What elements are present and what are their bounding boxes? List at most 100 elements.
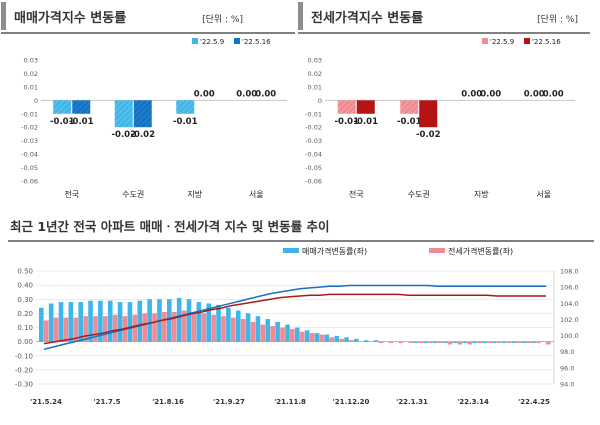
category-label: 전국 (64, 189, 79, 199)
category-label: 수도권 (408, 189, 430, 199)
y-left-tick-label: 0.00 (17, 338, 33, 346)
y-tick-label: -0.04 (305, 151, 322, 159)
y-left-tick-label: 0.40 (17, 282, 33, 290)
trend-bar (521, 341, 527, 344)
trend-bar (516, 341, 522, 344)
bar (419, 100, 438, 128)
trend-bar (137, 300, 143, 342)
trend-bar (496, 341, 502, 344)
trend-bar (152, 313, 157, 342)
trend-bar (536, 341, 541, 344)
trend-bar (491, 341, 497, 344)
trend-bar (107, 300, 113, 342)
trend-bar (142, 313, 148, 342)
y-left-tick-label: -0.30 (15, 381, 33, 389)
trend-bar (511, 341, 517, 344)
trend-bar (299, 331, 305, 342)
y-tick-label: -0.02 (21, 124, 38, 132)
y-tick-label: -0.05 (21, 164, 38, 172)
y-tick-label: -0.01 (21, 110, 38, 118)
category-label: 수도권 (122, 189, 144, 199)
trend-bar (226, 307, 231, 342)
jeonse-panel-unit: [단위 : %] (537, 14, 578, 25)
bar (176, 100, 195, 114)
trend-bar (418, 341, 423, 344)
x-tick-label: '22.3.14 (457, 398, 489, 406)
x-tick-label: '22.1.31 (396, 398, 428, 406)
trend-bar (427, 341, 433, 344)
bar-data-label: -0.01 (173, 117, 198, 127)
trend-combo-chart: 0.50 0.40 0.30 0.20 0.10 0.00 -0.10 -0.20 -0.30 1… (15, 246, 579, 406)
y-right-tick-label: 98.0 (560, 348, 574, 356)
bar-data-label: -0.02 (416, 130, 441, 140)
jeonse-panel-title: 전세가격지수 변동률 (311, 10, 423, 26)
bar-data-label: -0.01 (335, 117, 360, 127)
trend-bar (314, 333, 320, 342)
trend-bar (319, 334, 325, 342)
trend-bar (506, 341, 512, 344)
x-tick-label: '21.11.8 (274, 398, 306, 406)
legend-label: '22.5.16 (532, 38, 561, 46)
bar (337, 100, 356, 114)
y-tick-label: 0.03 (24, 57, 38, 65)
bar (356, 100, 375, 114)
bar-data-label: 0.00 (524, 89, 545, 99)
y-right-tick-label: 104.0 (560, 300, 579, 308)
y-right-tick-label: 94.0 (560, 381, 574, 389)
trend-bar (206, 303, 212, 342)
y-tick-label: -0.06 (305, 178, 322, 186)
trend-bar (196, 302, 202, 342)
legend-swatch (234, 38, 240, 44)
trend-bar (48, 303, 54, 342)
category-label: 전국 (349, 189, 364, 199)
legend-swatch (482, 38, 488, 44)
x-tick-label: '21.9.27 (213, 398, 245, 406)
trend-bar (216, 304, 221, 342)
y-tick-label: -0.03 (305, 137, 322, 145)
bar-data-label: 0.00 (461, 89, 482, 99)
x-tick-label: '21.8.16 (152, 398, 184, 406)
trend-bar (363, 340, 369, 342)
trend-bar (221, 316, 226, 342)
trend-bar (339, 338, 344, 342)
y-tick-label: 0.03 (308, 57, 322, 65)
y-right-tick-label: 108.0 (560, 268, 579, 276)
trend-bar (413, 341, 418, 344)
category-label: 지방 (187, 189, 202, 199)
bar-data-label: 0.00 (543, 89, 564, 99)
trend-bar (132, 314, 138, 342)
trend-bar (43, 320, 49, 342)
trend-bar (176, 297, 182, 342)
y-tick-label: -0.05 (305, 164, 322, 172)
trend-bar (98, 300, 103, 342)
trend-bar (235, 310, 241, 342)
trend-bar (186, 299, 192, 342)
y-right-tick-label: 106.0 (560, 284, 579, 292)
trend-bar (477, 341, 482, 344)
y-left-tick-label: 0.20 (17, 310, 33, 318)
trend-bar (487, 341, 492, 344)
trend-bar (285, 324, 290, 342)
bar (53, 100, 72, 114)
trend-bar (88, 300, 93, 342)
sale-bar-chart: 0.03 0.02 0.01 0 -0.01 -0.02 -0.03 -0.04 -0.05 -0… (21, 38, 287, 199)
y-left-tick-label: -0.10 (15, 352, 33, 360)
trend-bar (457, 341, 463, 345)
sale-panel-title: 매매가격지수 변동률 (14, 11, 126, 26)
x-tick-label: '21.7.5 (94, 398, 121, 406)
trend-bar (191, 311, 197, 342)
y-tick-label: -0.02 (305, 124, 322, 132)
trend-bar (171, 311, 177, 342)
trend-bar (349, 340, 354, 342)
trend-bar (462, 341, 468, 344)
trend-bar (245, 313, 251, 342)
y-tick-label: 0.01 (308, 83, 322, 91)
panel-accent-bar-sale (1, 2, 6, 30)
trend-bar (467, 341, 472, 345)
trend-bar (432, 341, 438, 344)
legend-label: '22.5.9 (490, 38, 514, 46)
y-tick-label: -0.03 (21, 137, 38, 145)
bar-data-label: -0.01 (354, 117, 379, 127)
legend-swatch-sale (283, 248, 299, 253)
